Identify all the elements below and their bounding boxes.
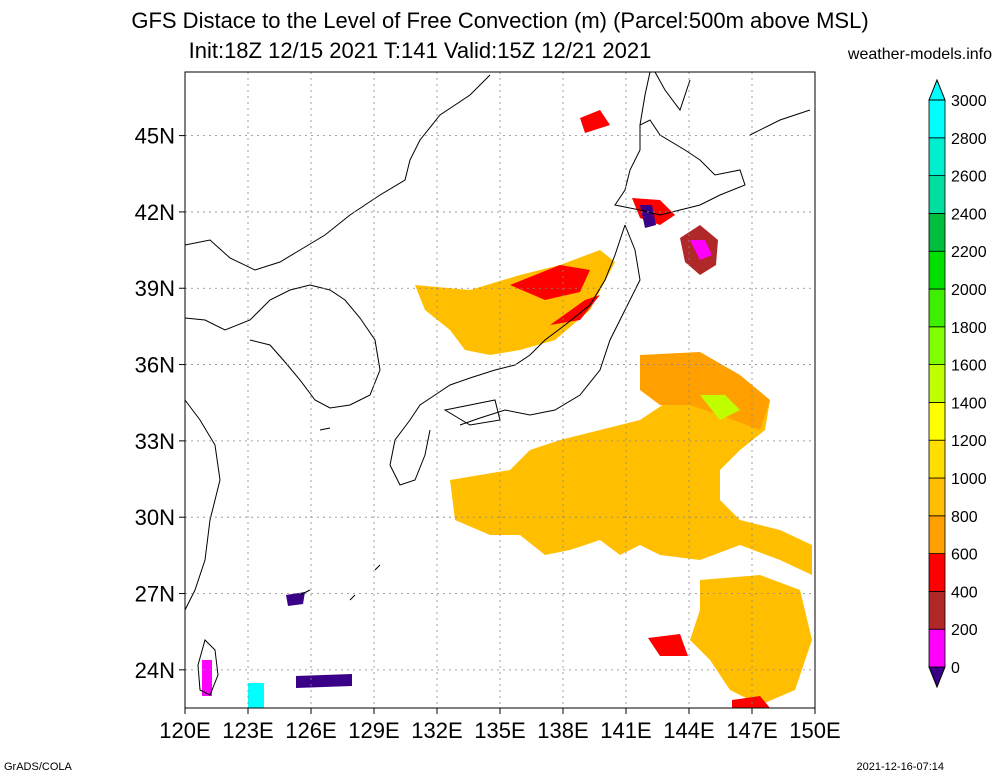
lon-tick-label: 144E: [663, 718, 714, 743]
colorbar-label: 1000: [951, 471, 987, 488]
field-patches: [202, 110, 812, 708]
coastlines: [184, 71, 811, 696]
colorbar-label: 2800: [951, 131, 987, 148]
lat-tick-label: 24N: [135, 658, 175, 683]
lon-tick-label: 123E: [222, 718, 273, 743]
map-title: GFS Distace to the Level of Free Convect…: [131, 8, 869, 33]
colorbar: 0 200 400 600 800 1000 1200 1400 1600 1800 2000 220…: [928, 78, 987, 689]
field-patch: [732, 696, 770, 708]
colorbar-label: 2200: [951, 244, 987, 261]
field-patch: [202, 660, 212, 696]
colorbar-segment: [928, 326, 946, 365]
colorbar-segment: [928, 212, 946, 252]
colorbar-segment: [928, 175, 946, 214]
colorbar-segment: [928, 591, 946, 630]
colorbar-label: 3000: [951, 93, 987, 110]
colorbar-label: 1800: [951, 320, 987, 337]
lon-tick-label: 135E: [474, 718, 525, 743]
colorbar-segment: [928, 137, 946, 177]
field-patch: [648, 634, 688, 656]
lat-tick-label: 42N: [135, 200, 175, 225]
lat-tick-label: 39N: [135, 276, 175, 301]
colorbar-segment: [928, 439, 946, 479]
lon-tick-label: 126E: [285, 718, 336, 743]
lon-tick-label: 141E: [600, 718, 651, 743]
lat-tick-label: 30N: [135, 505, 175, 530]
lat-tick-label: 27N: [135, 582, 175, 607]
lon-tick-label: 132E: [411, 718, 462, 743]
lat-tick-label: 45N: [135, 124, 175, 149]
colorbar-segment: [928, 99, 946, 139]
field-patch: [580, 110, 610, 133]
lon-tick-label: 129E: [348, 718, 399, 743]
colorbar-label: 1600: [951, 358, 987, 375]
colorbar-label: 1200: [951, 433, 987, 450]
colorbar-label: 200: [951, 622, 978, 639]
field-patch: [450, 380, 812, 575]
colorbar-segment: [928, 553, 946, 592]
colorbar-segment: [928, 628, 946, 668]
field-patch: [632, 198, 675, 225]
field-patch: [550, 295, 600, 325]
colorbar-label: 600: [951, 547, 978, 564]
lon-tick-label: 150E: [789, 718, 840, 743]
lat-tick-label: 36N: [135, 353, 175, 378]
lat-tick-label: 33N: [135, 429, 175, 454]
lat-tick-labels: 24N 27N 30N 33N 36N 39N 42N 45N: [135, 124, 185, 683]
colorbar-segment: [928, 364, 946, 403]
colorbar-label: 400: [951, 584, 978, 601]
colorbar-label: 2600: [951, 169, 987, 186]
lon-tick-label: 147E: [726, 718, 777, 743]
colorbar-over-arrow: [928, 78, 946, 101]
field-patch: [700, 395, 740, 420]
colorbar-segment: [928, 401, 946, 441]
field-patch: [286, 592, 305, 606]
footer-software: GrADS/COLA: [4, 761, 72, 773]
field-patch: [690, 575, 812, 705]
colorbar-under-arrow: [928, 666, 946, 689]
colorbar-segment: [928, 288, 946, 328]
colorbar-label: 2400: [951, 206, 987, 223]
site-credit: weather-models.info: [847, 46, 992, 63]
colorbar-label: 0: [951, 660, 960, 677]
field-patch: [690, 240, 712, 260]
field-patch: [296, 674, 352, 688]
colorbar-segment: [928, 515, 946, 554]
lon-tick-label: 120E: [159, 718, 210, 743]
colorbar-segment: [928, 250, 946, 290]
colorbar-label: 800: [951, 509, 978, 526]
colorbar-segment: [928, 477, 946, 517]
footer-timestamp: 2021-12-16-07:14: [856, 761, 944, 773]
lon-tick-labels: 120E 123E 126E 129E 132E 135E 138E 141E 144E 147E…: [159, 708, 841, 743]
colorbar-label: 2000: [951, 282, 987, 299]
field-patch: [510, 265, 590, 300]
map-subtitle: Init:18Z 12/15 2021 T:141 Valid:15Z 12/2…: [188, 38, 652, 63]
lon-tick-label: 138E: [537, 718, 588, 743]
field-patch: [248, 683, 264, 708]
colorbar-label: 1400: [951, 395, 987, 412]
